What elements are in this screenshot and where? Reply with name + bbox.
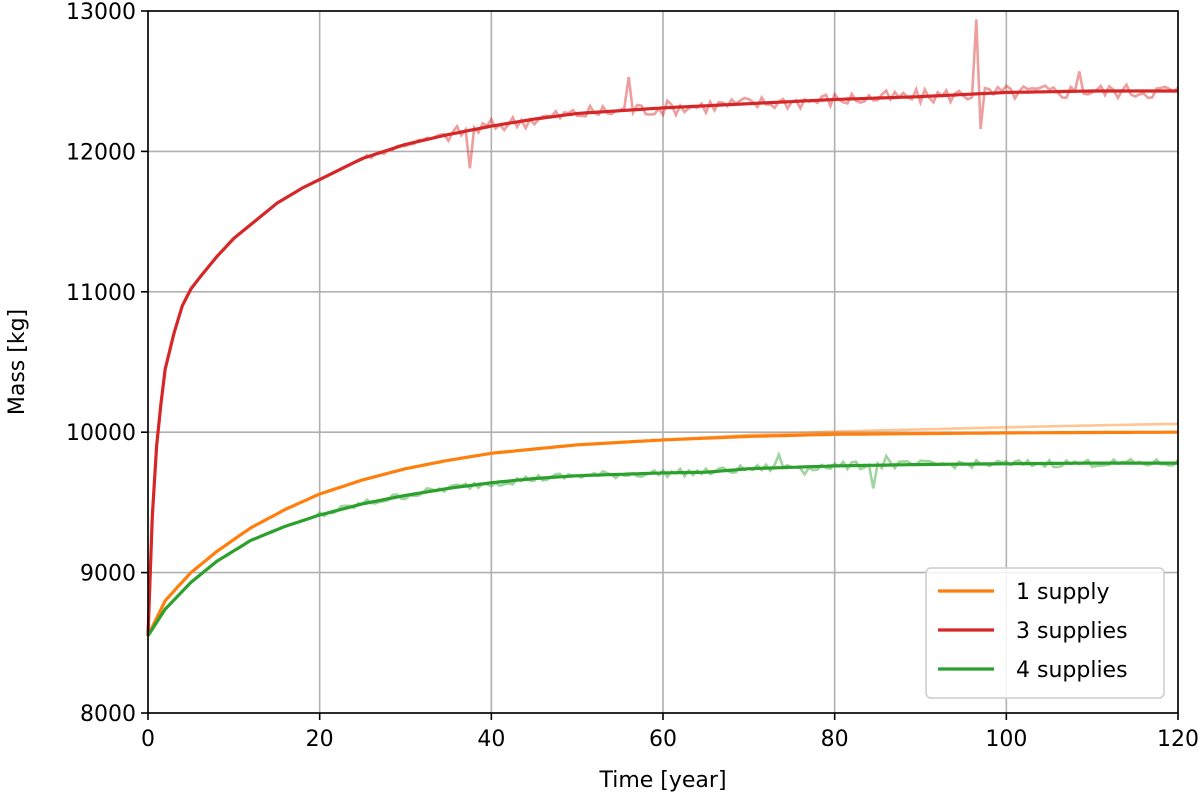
x-tick-label: 0 [141,727,155,752]
x-axis-label: Time [year] [598,768,726,793]
raw-series-4-supplies [146,451,1179,637]
tick-labels: 0 20 40 60 80 100 120 8000 9000 10000 11000 12000 13… [66,0,1199,752]
series-line-3-supplies [146,89,1178,636]
series-line-4-supplies [146,461,1178,637]
x-tick-label: 80 [821,727,849,752]
legend: 1 supply 3 supplies 4 supplies [925,567,1165,699]
y-tick-label: 9000 [80,562,136,587]
y-axis-label: Mass [kg] [5,309,30,415]
series-line-1-supply [146,430,1178,637]
y-tick-label: 11000 [66,281,136,306]
legend-box [925,567,1165,699]
x-tick-label: 120 [1157,727,1199,752]
y-tick-label: 12000 [66,140,136,165]
y-tick-label: 10000 [66,421,136,446]
smooth-series-group [146,89,1178,637]
y-tick-label: 13000 [66,0,136,25]
axis-ticks [141,10,1179,720]
x-tick-label: 60 [649,727,677,752]
legend-label-1-supply: 1 supply [1016,580,1109,605]
legend-label-4-supplies: 4 supplies [1016,658,1128,683]
x-tick-label: 40 [477,727,505,752]
legend-label-3-supplies: 3 supplies [1016,619,1128,644]
y-tick-label: 8000 [80,702,136,727]
x-tick-label: 100 [985,727,1027,752]
x-tick-label: 20 [306,727,334,752]
